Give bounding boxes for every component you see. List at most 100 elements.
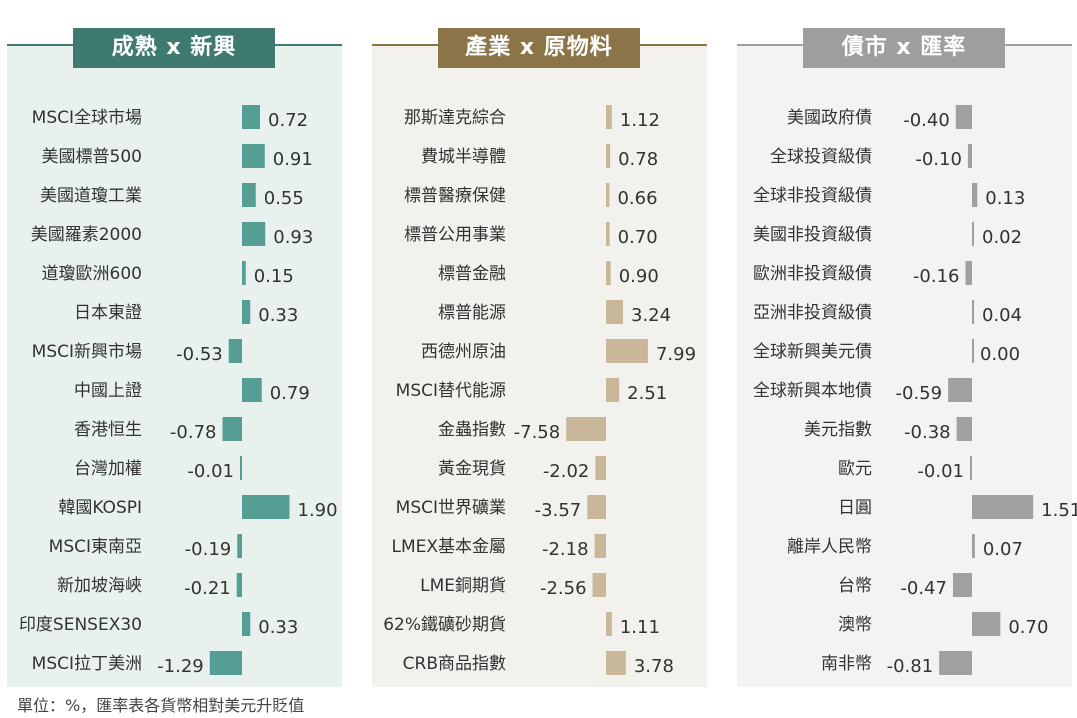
data-label: 1.90 <box>298 500 338 521</box>
bar-row: 美國非投資級債 0.02 <box>753 222 1022 248</box>
category-label: MSCI東南亞 <box>49 537 142 557</box>
bar-row: 黃金現貨 -2.02 <box>438 456 606 482</box>
category-label: 全球投資級債 <box>770 147 872 167</box>
data-label: 1.12 <box>620 110 660 131</box>
bar-row: MSCI全球市場 0.72 <box>32 105 308 131</box>
bar-row: 標普公用事業 0.70 <box>404 222 658 248</box>
data-label: 3.24 <box>631 305 671 326</box>
bar-row: 62%鐵礦砂期貨 1.11 <box>383 612 660 638</box>
data-label: -0.78 <box>170 422 217 443</box>
bar <box>242 378 262 402</box>
category-label: 韓國KOSPI <box>58 498 142 518</box>
bar <box>967 144 972 168</box>
bar <box>972 183 978 207</box>
bar <box>237 534 242 558</box>
category-label: 費城半導體 <box>421 147 506 167</box>
bar-row: 美國政府債 -0.40 <box>787 105 972 131</box>
category-label: LME銅期貨 <box>420 576 506 596</box>
category-label: 美國羅素2000 <box>31 225 142 245</box>
category-label: 全球新興本地債 <box>753 381 872 401</box>
data-label: 0.70 <box>618 227 658 248</box>
data-label: 0.70 <box>1008 617 1048 638</box>
data-label: 0.90 <box>619 266 659 287</box>
category-label: 那斯達克綜合 <box>404 108 506 128</box>
data-label: 0.07 <box>983 539 1023 560</box>
data-label: -0.19 <box>185 539 232 560</box>
data-label: -0.81 <box>887 656 934 677</box>
bar-row: 美國羅素2000 0.93 <box>31 222 313 248</box>
category-label: CRB商品指數 <box>403 654 506 674</box>
data-label: 0.02 <box>982 227 1022 248</box>
bar <box>242 612 251 636</box>
category-label: 西德州原油 <box>421 342 506 362</box>
bar-chart: 美國政府債 -0.40 全球投資級債 -0.10 全球非投資級債 0.13 美國非投資級債 0… <box>753 105 1077 677</box>
data-label: -0.01 <box>917 461 964 482</box>
bar-row: LMEX基本金屬 -2.18 <box>391 534 606 560</box>
bar <box>242 300 251 324</box>
data-label: 0.15 <box>254 266 294 287</box>
data-label: 0.91 <box>273 149 313 170</box>
bar-row: 澳幣 0.70 <box>838 612 1048 638</box>
data-label: 0.55 <box>264 188 304 209</box>
category-label: 歐洲非投資級債 <box>753 264 872 284</box>
data-label: 0.93 <box>273 227 313 248</box>
bar <box>972 534 975 558</box>
panel-background <box>372 44 707 687</box>
bar <box>209 651 242 675</box>
category-label: 美國道瓊工業 <box>40 186 142 206</box>
data-label: -3.57 <box>535 500 582 521</box>
category-label: 美元指數 <box>804 420 872 440</box>
bar <box>606 261 611 285</box>
bar-row: 台灣加權 -0.01 <box>74 456 242 482</box>
bar <box>972 339 974 363</box>
bar-row: 美元指數 -0.38 <box>804 417 972 443</box>
bar-row: 離岸人民幣 0.07 <box>787 534 1023 560</box>
bar-row: LME銅期貨 -2.56 <box>420 573 606 599</box>
bar <box>970 456 972 480</box>
bar-row: 道瓊歐洲600 0.15 <box>42 261 294 287</box>
bar-row: 費城半導體 0.78 <box>421 144 658 170</box>
category-label: 全球非投資級債 <box>753 186 872 206</box>
bar-row: 日圓 1.51 <box>838 495 1077 521</box>
bar-row: 日本東證 0.33 <box>74 300 298 326</box>
bar <box>939 651 972 675</box>
panel-title: 成熟 x 新興 <box>73 28 275 68</box>
bar-row: MSCI替代能源 2.51 <box>396 378 667 404</box>
category-label: 日本東證 <box>74 303 142 323</box>
bar-row: 西德州原油 7.99 <box>421 339 696 365</box>
category-label: MSCI全球市場 <box>32 108 142 128</box>
bar-row: 全球新興美元債 0.00 <box>753 339 1020 365</box>
bar-row: 標普能源 3.24 <box>438 300 671 326</box>
bar <box>566 417 606 441</box>
category-label: 中國上證 <box>74 381 142 401</box>
category-label: 金蟲指數 <box>438 420 506 440</box>
data-label: -0.16 <box>913 266 960 287</box>
data-label: -0.01 <box>187 461 234 482</box>
bar-row: 歐元 -0.01 <box>838 456 972 482</box>
bar-row: 中國上證 0.79 <box>74 378 310 404</box>
data-label: -0.40 <box>903 110 950 131</box>
category-label: 日圓 <box>838 498 872 518</box>
panel-background <box>7 44 342 687</box>
data-label: 0.66 <box>617 188 657 209</box>
panel-background <box>737 44 1072 687</box>
panel-mature-emerging: 成熟 x 新興 MSCI全球市場 0.72 美國標普500 0.91 美國道瓊工業 0.5… <box>7 28 342 687</box>
bar <box>242 495 290 519</box>
bar <box>606 612 612 636</box>
category-label: MSCI替代能源 <box>396 381 506 401</box>
category-label: 62%鐵礦砂期貨 <box>383 615 506 635</box>
data-label: 0.04 <box>982 305 1022 326</box>
data-label: -2.56 <box>540 578 587 599</box>
bar <box>972 300 974 324</box>
data-label: 1.51 <box>1041 500 1077 521</box>
bar-row: 全球新興本地債 -0.59 <box>753 378 972 404</box>
bar <box>222 417 242 441</box>
bar-row: 香港恒生 -0.78 <box>74 417 242 443</box>
bar <box>606 144 611 168</box>
data-label: 0.78 <box>618 149 658 170</box>
bar <box>972 612 1001 636</box>
category-label: 澳幣 <box>838 615 872 635</box>
category-label: 亞洲非投資級債 <box>753 303 872 323</box>
bar-row: MSCI東南亞 -0.19 <box>49 534 242 560</box>
